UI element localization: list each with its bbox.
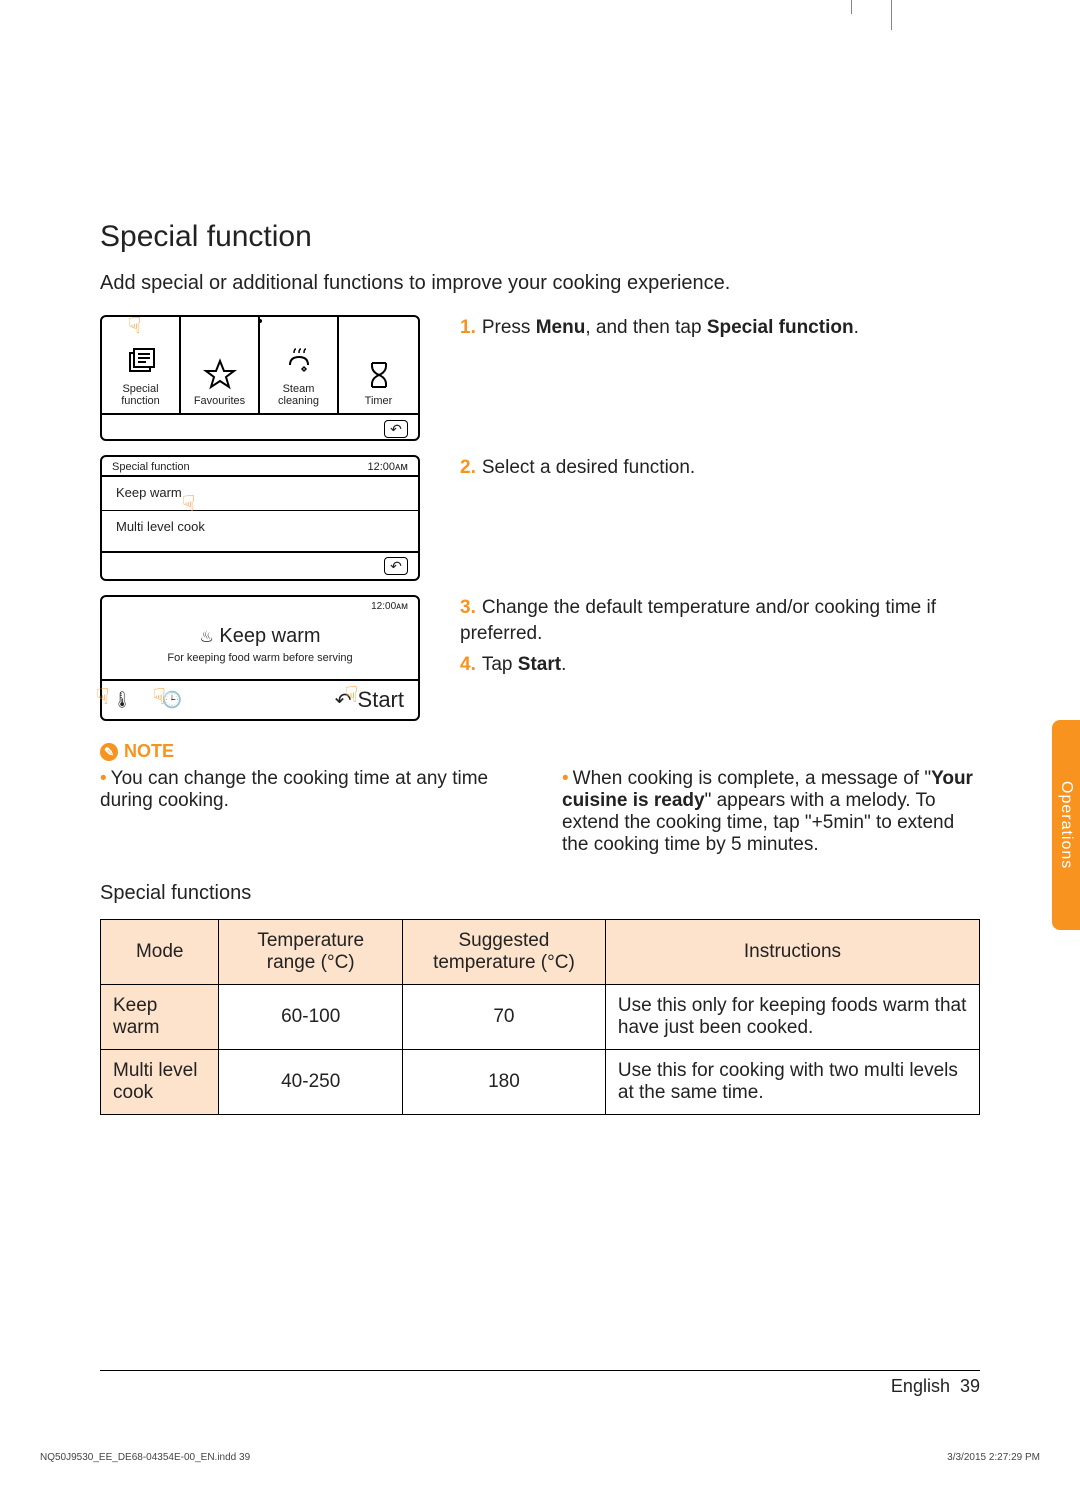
list-item: Multi level cook bbox=[102, 511, 418, 544]
footer-page: 39 bbox=[960, 1376, 980, 1396]
footer-rule bbox=[100, 1370, 980, 1371]
back-icon: ↶ ☟ bbox=[335, 688, 352, 713]
note-col-right: •When cooking is complete, a message of … bbox=[562, 768, 980, 856]
td-sugg: 70 bbox=[402, 985, 605, 1050]
step-text: Tap bbox=[482, 654, 518, 675]
cell-label: Timer bbox=[365, 395, 393, 407]
step-text: Change the default temperature and/or co… bbox=[460, 597, 936, 644]
indd-timestamp: 3/3/2015 2:27:29 PM bbox=[947, 1452, 1040, 1463]
td-instr: Use this only for keeping foods warm tha… bbox=[605, 985, 979, 1050]
mode-title: ♨ Keep warm bbox=[102, 625, 418, 648]
crop-mark bbox=[851, 0, 852, 14]
steam-small-icon: ♨ bbox=[199, 629, 213, 646]
td-mode: Keep warm bbox=[101, 985, 219, 1050]
note-text: When cooking is complete, a message of " bbox=[573, 768, 931, 789]
td-range: 60-100 bbox=[219, 985, 403, 1050]
table-title: Special functions bbox=[100, 882, 980, 905]
note-icon: ✎ bbox=[100, 743, 118, 761]
back-icon: ↶ bbox=[384, 557, 408, 575]
td-sugg: 180 bbox=[402, 1050, 605, 1115]
step-number: 4. bbox=[460, 654, 476, 675]
clock-icon: 🕒 ☟ bbox=[132, 690, 182, 710]
table-row: Multi level cook 40-250 180 Use this for… bbox=[101, 1050, 980, 1115]
indd-filename: NQ50J9530_EE_DE68-04354E-00_EN.indd 39 bbox=[40, 1452, 250, 1463]
back-icon: ↶ bbox=[384, 420, 408, 438]
menu-cell-special-function: ☟ Specialfunction bbox=[102, 317, 181, 413]
mode-subtitle: For keeping food warm before serving bbox=[102, 652, 418, 664]
lead-text: Add special or additional functions to i… bbox=[100, 272, 980, 295]
note-text: You can change the cooking time at any t… bbox=[100, 768, 488, 811]
cell-label: Steamcleaning bbox=[278, 383, 319, 407]
step-bold: Menu bbox=[536, 317, 586, 338]
step-number: 1. bbox=[460, 317, 476, 338]
footer-lang: English bbox=[891, 1376, 950, 1396]
step-text: Select a desired function. bbox=[482, 457, 695, 478]
step-text: . bbox=[854, 317, 859, 338]
hourglass-icon bbox=[362, 357, 396, 391]
step-text: , and then tap bbox=[585, 317, 707, 338]
steps-3-4: 3.Change the default temperature and/or … bbox=[460, 595, 980, 684]
menu-cell-steam-cleaning: Steamcleaning bbox=[260, 317, 339, 413]
td-instr: Use this for cooking with two multi leve… bbox=[605, 1050, 979, 1115]
section-tab-label: Operations bbox=[1057, 781, 1075, 869]
tap-gesture-icon: ☟ bbox=[96, 684, 109, 710]
menu-cell-favourites: Favourites bbox=[181, 317, 260, 413]
panel-header: Special function bbox=[112, 461, 190, 473]
th-temp-range: Temperature range (°C) bbox=[219, 920, 403, 985]
note-label: NOTE bbox=[124, 741, 174, 762]
menu-cell-timer: Timer bbox=[339, 317, 418, 413]
panel-list-screenshot: Special function 12:00ᴀᴍ Keep warm ☟ Mult… bbox=[100, 455, 420, 581]
note-header: ✎ NOTE bbox=[100, 741, 980, 762]
page-title: Special function bbox=[100, 220, 980, 254]
step-text: Press bbox=[482, 317, 536, 338]
tap-gesture-icon: ☟ bbox=[152, 684, 165, 710]
temp-icon: 🌡 ☟ bbox=[102, 690, 132, 710]
special-function-icon bbox=[124, 345, 158, 379]
th-sugg-temp: Suggested temperature (°C) bbox=[402, 920, 605, 985]
crop-mark bbox=[891, 0, 892, 30]
th-instructions: Instructions bbox=[605, 920, 979, 985]
list-item-label: Multi level cook bbox=[116, 519, 205, 534]
bullet-icon: • bbox=[100, 768, 107, 789]
footer-text: English 39 bbox=[891, 1376, 980, 1397]
step-bold: Special function bbox=[707, 317, 854, 338]
cell-label: Favourites bbox=[194, 395, 245, 407]
table-row: Keep warm 60-100 70 Use this only for ke… bbox=[101, 985, 980, 1050]
section-tab: Operations bbox=[1052, 720, 1080, 930]
step-2: 2. Select a desired function. bbox=[460, 455, 980, 487]
step-1: 1. Press Menu, and then tap Special funct… bbox=[460, 315, 980, 347]
step-text: . bbox=[561, 654, 566, 675]
list-item: Keep warm ☟ bbox=[102, 477, 418, 511]
clock-text: 12:00ᴀᴍ bbox=[367, 461, 408, 473]
td-range: 40-250 bbox=[219, 1050, 403, 1115]
note-block: ✎ NOTE •You can change the cooking time … bbox=[100, 741, 980, 856]
th-mode: Mode bbox=[101, 920, 219, 985]
tap-gesture-icon: ☟ bbox=[128, 313, 141, 339]
note-col-left: •You can change the cooking time at any … bbox=[100, 768, 518, 856]
step-bold: Start bbox=[518, 654, 561, 675]
special-functions-table: Mode Temperature range (°C) Suggested te… bbox=[100, 919, 980, 1115]
panel-menu-screenshot: ☟ Specialfunction Favourites Steamcleani… bbox=[100, 315, 420, 441]
bullet-icon: • bbox=[562, 768, 569, 789]
tap-gesture-icon: ☟ bbox=[345, 682, 358, 708]
cell-label: Specialfunction bbox=[121, 383, 160, 407]
start-label: Start bbox=[358, 687, 418, 713]
clock-text: 12:00ᴀᴍ bbox=[371, 601, 408, 612]
panel-keep-warm-screenshot: 12:00ᴀᴍ ♨ Keep warm For keeping food war… bbox=[100, 595, 420, 721]
list-item-label: Keep warm bbox=[116, 485, 182, 500]
step-number: 3. bbox=[460, 597, 476, 618]
star-icon bbox=[203, 357, 237, 391]
td-mode: Multi level cook bbox=[101, 1050, 219, 1115]
step-number: 2. bbox=[460, 457, 476, 478]
steam-cleaning-icon bbox=[282, 345, 316, 379]
